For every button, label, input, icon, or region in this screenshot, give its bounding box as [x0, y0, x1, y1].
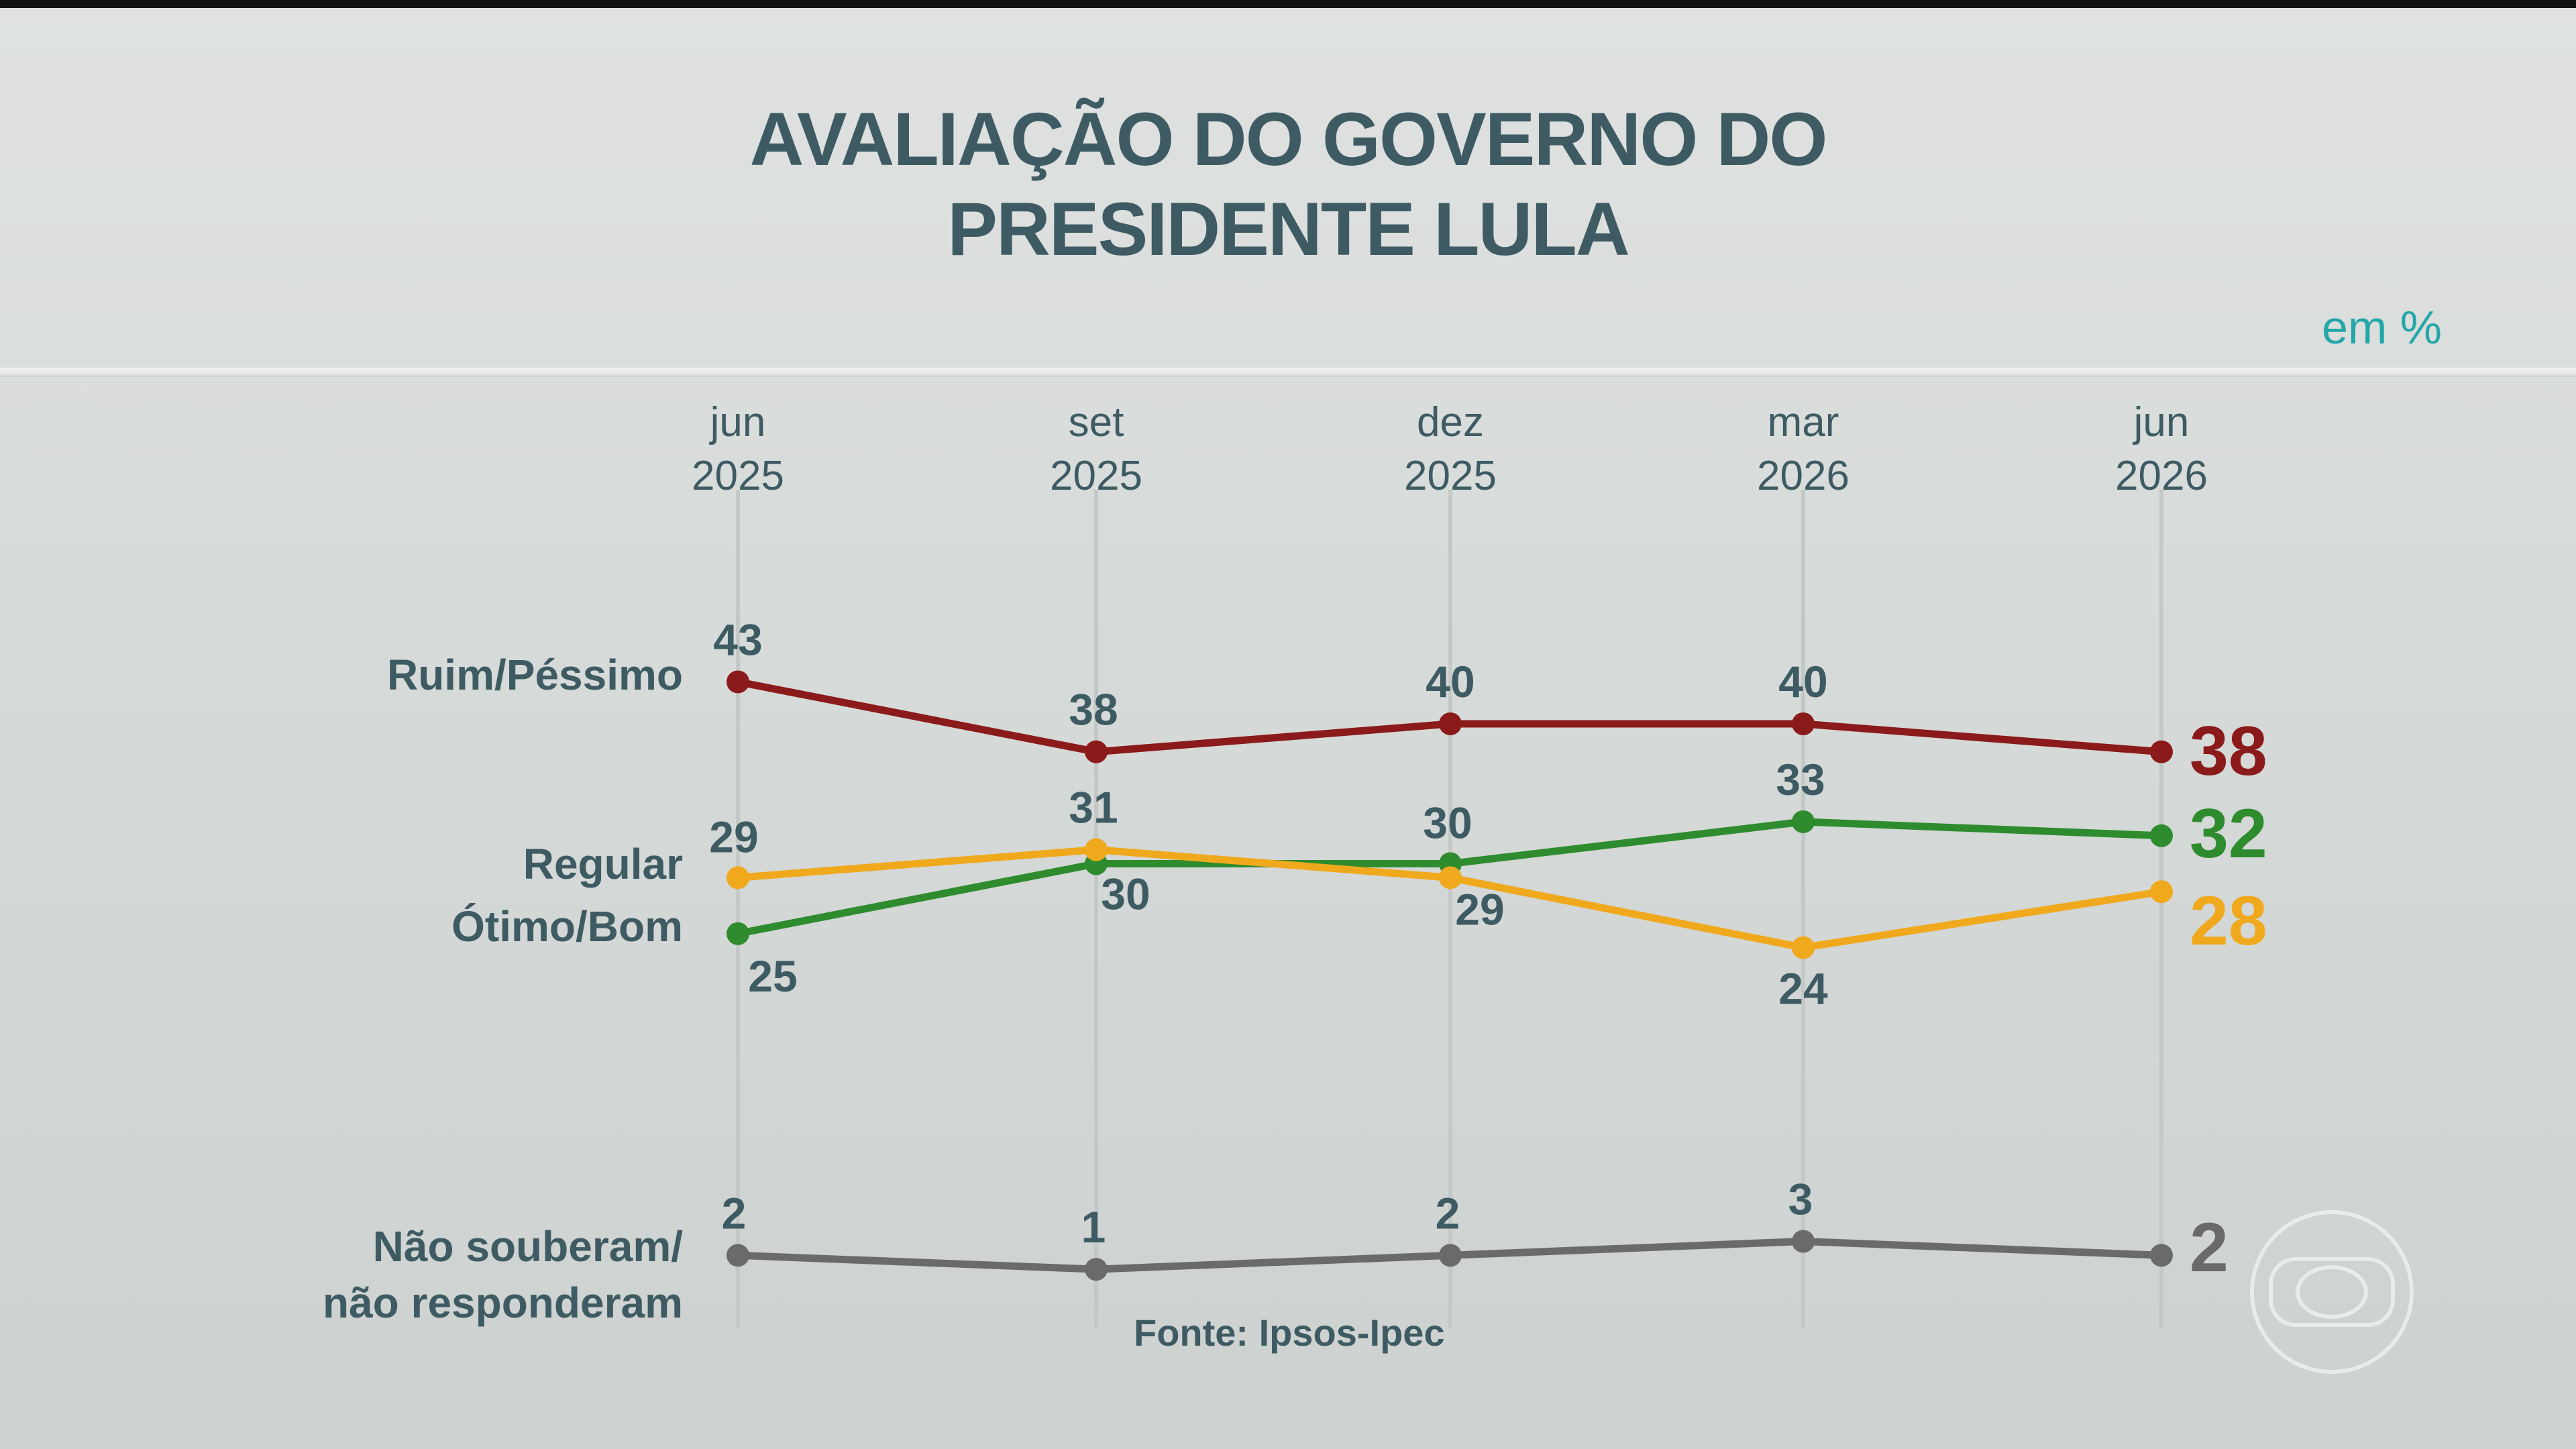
final-value-regular: 28	[2190, 882, 2267, 960]
data-label-regular-1: 31	[1069, 783, 1118, 833]
series-label-otimo: Ótimo/Bom	[451, 902, 683, 951]
data-label-nao-0: 2	[722, 1188, 747, 1238]
point-regular-2	[1439, 866, 1462, 890]
header-divider	[0, 368, 2576, 377]
final-value-nao: 2	[2190, 1209, 2229, 1287]
x-tick-year-1: 2025	[1050, 453, 1142, 499]
logo-lens-shape	[2296, 1265, 2368, 1319]
x-tick-month-2: dez	[1417, 399, 1484, 445]
point-regular-3	[1792, 936, 1815, 959]
data-label-regular-2: 29	[1455, 884, 1504, 934]
final-value-otimo: 32	[2190, 795, 2267, 873]
chart-title-line-2: PRESIDENTE LULA	[947, 187, 1629, 271]
x-tick-month-3: mar	[1768, 399, 1839, 445]
data-label-otimo-0: 25	[748, 951, 797, 1001]
point-ruim-0	[727, 670, 749, 694]
top-border	[0, 0, 2576, 8]
point-nao-3	[1792, 1230, 1815, 1253]
point-nao-4	[2150, 1244, 2173, 1267]
globo-logo	[2250, 1210, 2414, 1374]
series-label-nao-1: não responderam	[323, 1279, 683, 1327]
x-tick-year-3: 2026	[1757, 453, 1849, 499]
data-label-ruim-1: 38	[1069, 685, 1118, 735]
data-label-ruim-3: 40	[1778, 657, 1827, 706]
data-label-regular-3: 24	[1778, 964, 1828, 1014]
data-label-otimo-1: 30	[1101, 869, 1150, 919]
x-tick-month-4: jun	[2133, 399, 2190, 445]
x-tick-year-4: 2026	[2115, 453, 2208, 499]
chart-title-line-1: AVALIAÇÃO DO GOVERNO DO	[749, 97, 1827, 181]
point-regular-4	[2150, 880, 2173, 904]
point-ruim-4	[2150, 740, 2173, 763]
point-otimo-4	[2150, 824, 2173, 847]
data-label-nao-1: 1	[1081, 1202, 1106, 1252]
point-nao-2	[1439, 1244, 1462, 1267]
x-tick-month-1: set	[1069, 399, 1124, 445]
point-otimo-3	[1792, 810, 1815, 833]
data-label-otimo-2: 30	[1423, 798, 1472, 848]
data-label-nao-2: 2	[1436, 1188, 1460, 1238]
point-nao-1	[1085, 1258, 1108, 1281]
logo-screen-shape	[2269, 1257, 2395, 1327]
series-label-nao-0: Não souberam/	[373, 1222, 684, 1271]
point-ruim-1	[1085, 740, 1108, 763]
data-label-otimo-3: 33	[1776, 755, 1825, 804]
point-regular-1	[1085, 838, 1108, 861]
data-label-ruim-2: 40	[1426, 657, 1474, 706]
x-tick-year-0: 2025	[692, 453, 784, 499]
x-tick-month-0: jun	[709, 399, 766, 445]
data-label-ruim-0: 43	[713, 614, 762, 664]
data-label-regular-0: 29	[709, 812, 758, 861]
data-label-nao-3: 3	[1788, 1174, 1813, 1224]
series-label-ruim: Ruim/Péssimo	[387, 651, 683, 699]
unit-label: em %	[2322, 301, 2442, 354]
point-ruim-3	[1792, 712, 1815, 735]
point-nao-0	[727, 1244, 749, 1267]
final-value-ruim: 38	[2190, 712, 2267, 790]
point-otimo-0	[727, 922, 749, 945]
source-label: Fonte: Ipsos-Ipec	[1134, 1311, 1445, 1354]
x-tick-year-2: 2025	[1404, 453, 1497, 499]
point-regular-0	[727, 866, 749, 890]
point-ruim-2	[1439, 712, 1462, 735]
series-label-regular: Regular	[523, 840, 683, 888]
